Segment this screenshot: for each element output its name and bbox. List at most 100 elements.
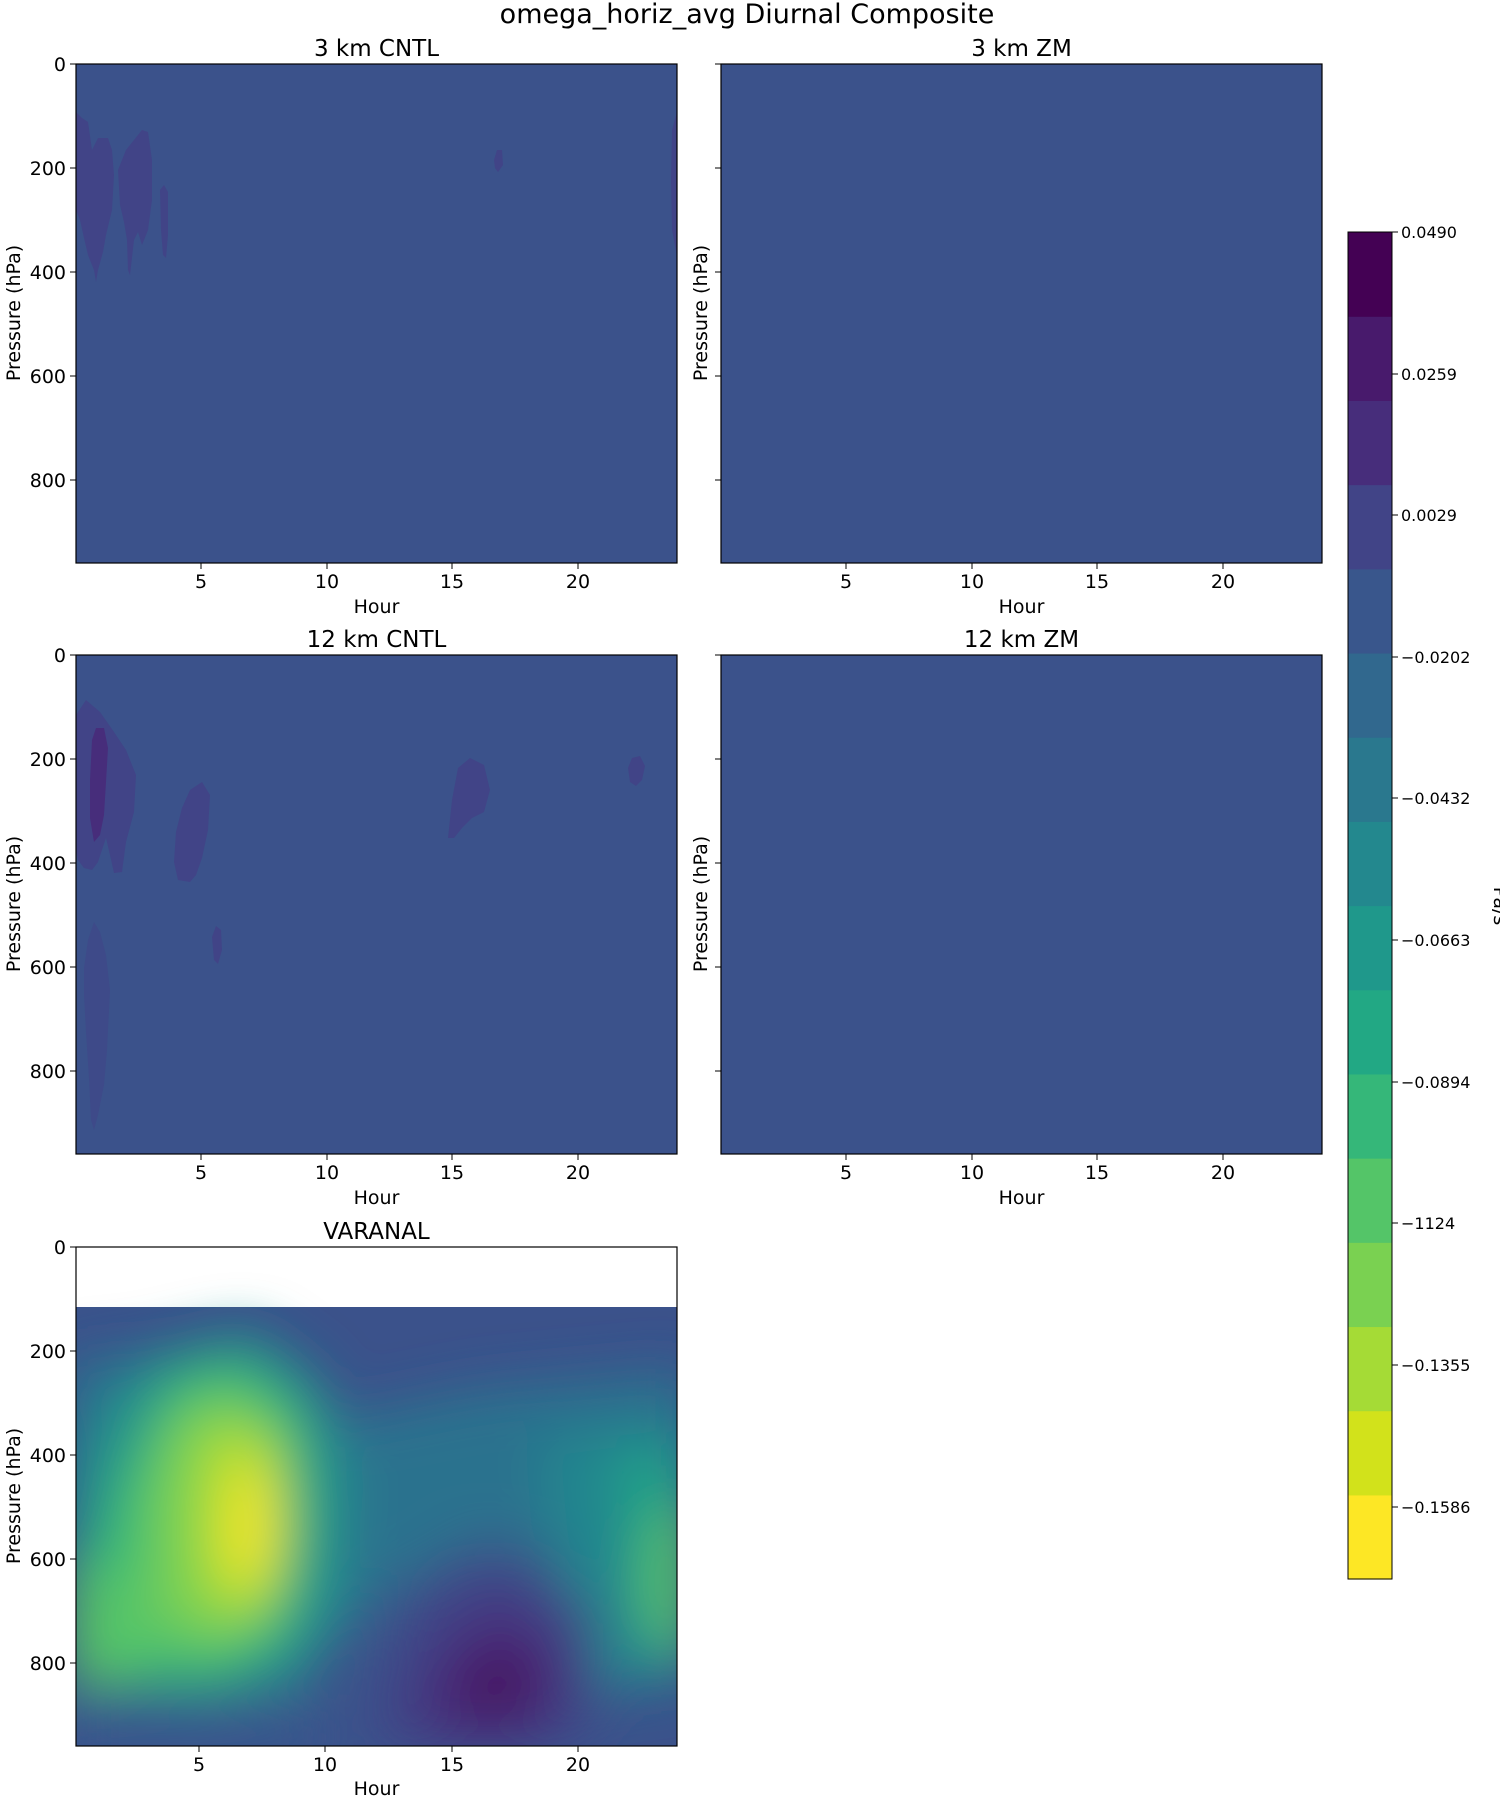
- no-data-region: [76, 1247, 677, 1307]
- x-tick-label: 10: [313, 1754, 337, 1776]
- colorbar-step: [1348, 1073, 1392, 1159]
- y-axis-label: Pressure (hPa): [3, 836, 25, 972]
- contour-features: [76, 1247, 677, 1746]
- colorbar-tick-label: −0.0663: [1401, 931, 1470, 950]
- panel-title: VARANAL: [323, 1219, 430, 1245]
- y-tick-label: 0: [54, 54, 66, 76]
- colorbar-step: [1348, 905, 1392, 991]
- x-axis-label: Hour: [999, 1187, 1045, 1209]
- x-axis-label: Hour: [999, 596, 1045, 618]
- x-axis-label: Hour: [354, 596, 400, 618]
- y-tick-label: 400: [30, 1445, 66, 1467]
- x-tick-label: 5: [840, 1162, 852, 1184]
- y-tick-label: 0: [54, 1237, 66, 1259]
- panel-3km-cntl: 3 km CNTL 0 200 400 600 800 5: [3, 36, 678, 618]
- y-tick-label: 800: [30, 1653, 66, 1675]
- x-tick-label: 20: [566, 1162, 590, 1184]
- positive-anomaly-hour5: [174, 782, 210, 882]
- colorbar-step: [1348, 316, 1392, 401]
- x-ticks: 5 10 15 20: [193, 1746, 590, 1776]
- x-ticks: 5 10 15 20: [840, 563, 1235, 593]
- x-tick-label: 10: [315, 571, 339, 593]
- colorbar-step: [1348, 400, 1392, 486]
- colorbar-frame: [1347, 231, 1393, 1580]
- colorbar-step: [1348, 821, 1392, 907]
- contour-field: [721, 64, 1322, 563]
- x-axis-label: Hour: [354, 1187, 400, 1209]
- colorbar-tick-label: 0.0029: [1401, 506, 1457, 525]
- x-tick-label: 10: [960, 571, 984, 593]
- colorbar-steps: [1348, 232, 1392, 1580]
- x-tick-label: 5: [840, 571, 852, 593]
- plot-frame: [75, 654, 678, 1155]
- colorbar-tick-label: −0.0894: [1401, 1073, 1470, 1092]
- panel-title: 3 km ZM: [971, 36, 1072, 62]
- x-tick-label: 20: [1211, 571, 1235, 593]
- positive-anomaly-thin: [160, 185, 168, 258]
- contour-field: [76, 64, 677, 563]
- stronger-anomaly-core: [90, 728, 108, 842]
- colorbar-tick-label: −0.0432: [1401, 789, 1470, 808]
- colorbar-label: Pa/s: [1489, 887, 1500, 926]
- x-tick-label: 15: [1085, 571, 1109, 593]
- x-axis-label: Hour: [354, 1778, 400, 1800]
- colorbar-step: [1348, 232, 1392, 317]
- y-ticks: 0 200 400 600 800: [30, 1237, 76, 1675]
- x-tick-label: 5: [193, 1754, 205, 1776]
- panel-12km-zm: 12 km ZM 5 10 15 20 Hour Pressure (hPa): [690, 627, 1323, 1209]
- contour-field: [76, 655, 677, 1154]
- positive-anomaly-upper-left: [76, 700, 136, 873]
- positive-anomaly-hour17: [494, 150, 503, 172]
- colorbar: 0.0490 0.0259 0.0029 −0.0202 −0.0432 −0.…: [1347, 223, 1500, 1580]
- colorbar-step: [1348, 1326, 1392, 1412]
- plot-frame: [720, 63, 1323, 564]
- colorbar-tick-label: −0.1355: [1401, 1356, 1470, 1375]
- y-tick-label: 200: [30, 158, 66, 180]
- y-tick-label: 200: [30, 1341, 66, 1363]
- colorbar-tick-label: 0.0490: [1401, 223, 1457, 242]
- x-ticks: 5 10 15 20: [195, 563, 590, 593]
- colorbar-step: [1348, 1410, 1392, 1496]
- panel-12km-cntl: 12 km CNTL 0 200 400 600 800: [3, 627, 678, 1209]
- y-axis-label: Pressure (hPa): [3, 245, 25, 381]
- x-tick-label: 5: [195, 1162, 207, 1184]
- y-ticks: [715, 63, 721, 481]
- panel-title: 3 km CNTL: [314, 36, 439, 62]
- colorbar-tick-label: −0.1586: [1401, 1498, 1470, 1517]
- x-tick-label: 20: [566, 1754, 590, 1776]
- colorbar-ticks: 0.0490 0.0259 0.0029 −0.0202 −0.0432 −0.…: [1392, 223, 1470, 1517]
- negative-anomaly-lower-left: [84, 922, 110, 1130]
- y-axis-label: Pressure (hPa): [690, 245, 712, 381]
- colorbar-step: [1348, 737, 1392, 822]
- x-tick-label: 15: [440, 1162, 464, 1184]
- x-tick-label: 15: [440, 1754, 464, 1776]
- contour-features: [76, 700, 645, 1130]
- x-tick-label: 20: [1211, 1162, 1235, 1184]
- plot-frame: [720, 654, 1323, 1155]
- positive-anomaly-streak: [118, 130, 152, 275]
- positive-anomaly-hour22: [628, 756, 645, 786]
- plot-frame: [75, 63, 678, 564]
- y-tick-label: 200: [30, 749, 66, 771]
- x-tick-label: 15: [440, 571, 464, 593]
- positive-anomaly-edge: [671, 112, 677, 256]
- colorbar-step: [1348, 1158, 1392, 1243]
- y-tick-label: 0: [54, 645, 66, 667]
- colorbar-step: [1348, 484, 1392, 570]
- x-tick-label: 5: [195, 571, 207, 593]
- y-tick-label: 600: [30, 366, 66, 388]
- colorbar-step: [1348, 1494, 1392, 1580]
- colorbar-tick-label: −1124: [1401, 1214, 1455, 1233]
- contour-field: [76, 1307, 677, 1746]
- x-ticks: 5 10 15 20: [840, 1154, 1235, 1184]
- y-axis-label: Pressure (hPa): [690, 836, 712, 972]
- contour-field: [721, 655, 1322, 1154]
- y-tick-label: 600: [30, 1549, 66, 1571]
- x-tick-label: 10: [960, 1162, 984, 1184]
- panel-title: 12 km CNTL: [307, 627, 447, 653]
- x-ticks: 5 10 15 20: [195, 1154, 590, 1184]
- figure-title: omega_horiz_avg Diurnal Composite: [500, 0, 995, 30]
- colorbar-step: [1348, 652, 1392, 738]
- x-tick-label: 10: [315, 1162, 339, 1184]
